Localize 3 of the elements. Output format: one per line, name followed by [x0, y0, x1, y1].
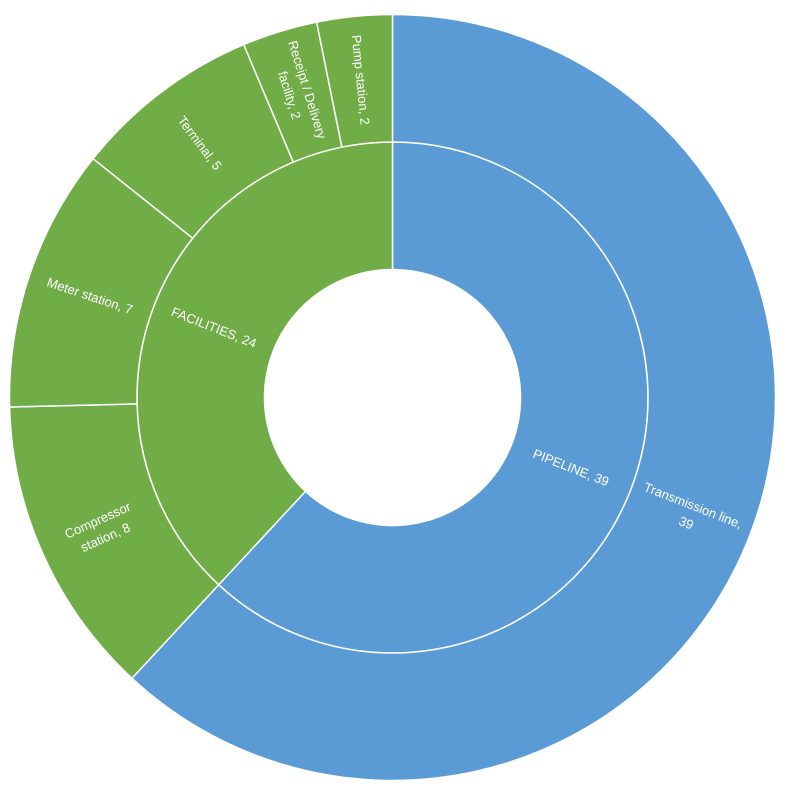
data-label: Receipt / Delivery facility, 2: [274, 38, 330, 142]
data-label: Meter station, 7: [45, 274, 135, 318]
data-label: Pump station, 2: [348, 34, 373, 126]
